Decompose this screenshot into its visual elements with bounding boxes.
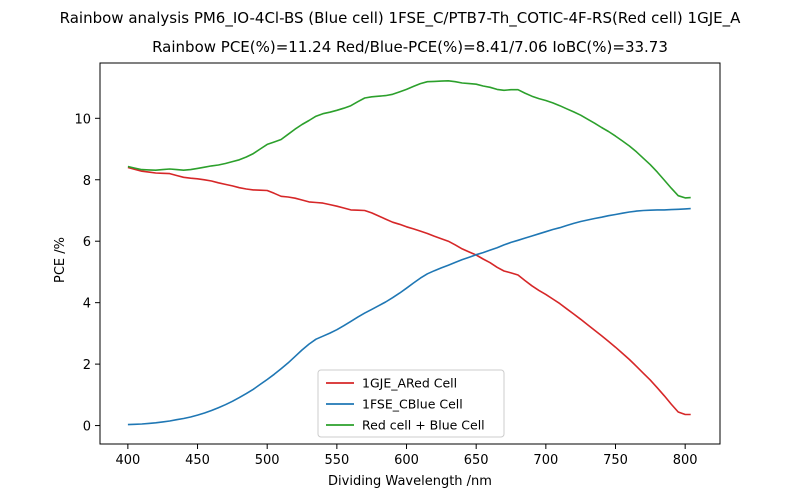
y-axis-label: PCE /% <box>53 237 68 283</box>
x-axis-label: Dividing Wavelength /nm <box>328 474 492 489</box>
y-tick-label: 0 <box>83 420 91 435</box>
y-tick-label: 6 <box>83 235 91 250</box>
series-line-3 <box>128 81 691 198</box>
y-tick-label: 8 <box>83 174 91 189</box>
x-tick-label: 600 <box>394 453 419 468</box>
x-tick-label: 550 <box>324 453 349 468</box>
legend-label-2: 1FSE_CBlue Cell <box>362 397 463 412</box>
x-tick-label: 500 <box>255 453 280 468</box>
x-tick-label: 450 <box>185 453 210 468</box>
legend: 1GJE_ARed Cell 1FSE_CBlue Cell Red cell + … <box>318 370 504 437</box>
y-tick-label: 4 <box>83 297 91 312</box>
x-tick-label: 750 <box>603 453 628 468</box>
legend-label-3: Red cell + Blue Cell <box>362 418 485 433</box>
y-tick-label: 10 <box>74 112 91 127</box>
y-axis: 0 2 4 6 8 10 <box>74 112 100 434</box>
legend-label-1: 1GJE_ARed Cell <box>362 376 457 391</box>
chart-title: Rainbow PCE(%)=11.24 Red/Blue-PCE(%)=8.4… <box>152 38 668 56</box>
x-tick-label: 800 <box>673 453 698 468</box>
x-tick-label: 650 <box>464 453 489 468</box>
chart-suptitle: Rainbow analysis PM6_IO-4Cl-BS (Blue cel… <box>60 9 741 28</box>
x-axis: 400 450 500 550 600 650 700 750 800 <box>115 444 697 468</box>
y-tick-label: 2 <box>83 358 91 373</box>
x-tick-label: 700 <box>533 453 558 468</box>
x-tick-label: 400 <box>115 453 140 468</box>
